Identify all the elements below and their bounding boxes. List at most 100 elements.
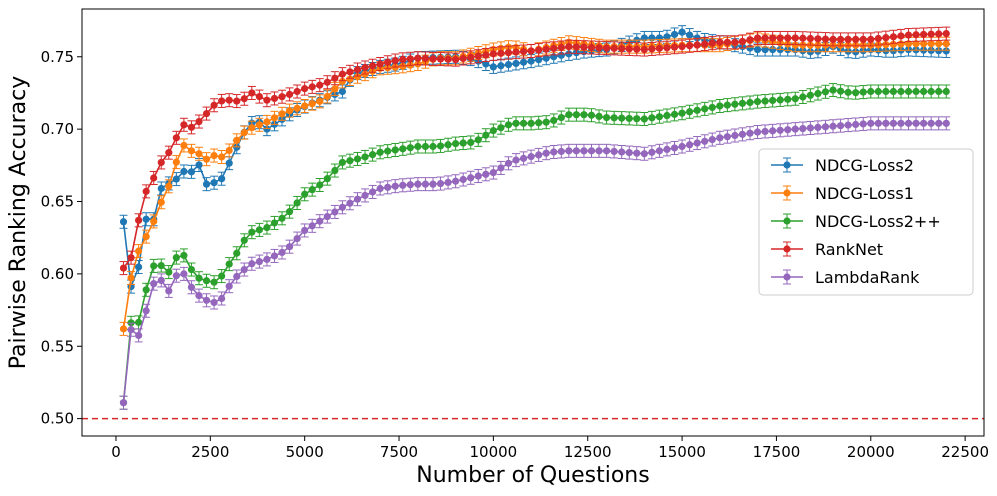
data-point <box>935 40 943 48</box>
data-point <box>738 99 747 107</box>
data-point <box>784 126 792 134</box>
data-point <box>474 52 482 60</box>
data-point <box>927 87 935 96</box>
data-point <box>218 153 226 161</box>
data-point <box>512 59 520 68</box>
data-point <box>331 74 339 82</box>
data-point <box>429 55 437 63</box>
data-point <box>708 135 716 144</box>
data-point <box>852 120 860 129</box>
data-point <box>218 272 226 280</box>
data-point <box>225 260 233 268</box>
x-tick-label: 15000 <box>658 443 706 461</box>
data-point <box>716 38 724 46</box>
data-point <box>904 119 913 127</box>
x-tick-label: 22500 <box>941 443 989 461</box>
data-point <box>535 46 543 54</box>
data-point <box>278 93 286 101</box>
data-point <box>746 98 754 107</box>
data-point <box>761 97 769 105</box>
data-point <box>859 35 867 43</box>
data-point <box>150 280 158 288</box>
data-point <box>625 114 633 123</box>
data-point <box>142 187 150 195</box>
data-point <box>723 101 731 109</box>
data-point <box>459 54 467 63</box>
data-point <box>640 150 648 158</box>
data-point <box>670 144 679 152</box>
data-point <box>278 110 286 118</box>
data-point <box>353 73 362 81</box>
data-point <box>119 325 128 333</box>
data-point <box>391 56 399 65</box>
data-point <box>625 45 633 53</box>
data-point <box>444 141 452 149</box>
data-point <box>663 111 671 120</box>
data-point <box>535 119 543 127</box>
data-point <box>791 125 799 133</box>
data-point <box>323 92 331 101</box>
data-point <box>180 141 188 150</box>
data-point <box>180 167 188 176</box>
data-point <box>482 131 490 139</box>
data-point <box>557 113 565 122</box>
data-point <box>248 260 256 268</box>
data-point <box>369 62 377 70</box>
data-point <box>504 60 513 69</box>
data-point <box>776 126 784 134</box>
data-point <box>157 184 165 193</box>
data-point <box>346 68 354 76</box>
data-point <box>769 96 777 105</box>
data-point <box>210 151 218 160</box>
data-point <box>678 109 686 117</box>
data-point <box>218 97 226 105</box>
x-tick-label: 2500 <box>191 443 229 461</box>
y-tick-label: 0.65 <box>41 193 74 211</box>
data-point <box>625 148 633 157</box>
data-point <box>784 95 792 103</box>
data-point <box>210 298 218 307</box>
data-point <box>610 44 618 52</box>
data-point <box>316 81 324 89</box>
data-point <box>369 188 377 196</box>
data-point <box>806 34 814 43</box>
data-point <box>504 159 513 167</box>
data-point <box>293 87 301 96</box>
data-point <box>263 255 271 264</box>
legend-marker <box>783 189 791 197</box>
y-axis-title: Pairwise Ranking Accuracy <box>6 76 31 369</box>
data-point <box>904 31 913 39</box>
data-point <box>814 35 822 43</box>
data-point <box>942 40 950 48</box>
data-point <box>497 62 505 70</box>
data-point <box>474 136 482 144</box>
data-point <box>180 251 188 260</box>
data-point <box>602 147 611 155</box>
data-point <box>233 272 241 281</box>
data-point <box>331 166 339 175</box>
data-point <box>836 87 845 95</box>
data-point <box>927 119 935 127</box>
data-point <box>278 214 286 222</box>
data-point <box>172 175 180 183</box>
data-point <box>920 87 928 96</box>
legend-label: NDCG-Loss2++ <box>815 212 941 231</box>
legend-frame <box>758 148 974 296</box>
data-point <box>421 142 430 151</box>
data-point <box>444 55 452 63</box>
data-point <box>519 119 528 127</box>
y-tick-label: 0.50 <box>41 410 74 428</box>
data-point <box>610 114 618 122</box>
data-point <box>240 265 248 274</box>
legend-marker <box>783 217 791 225</box>
data-point <box>225 159 233 167</box>
data-point <box>202 277 211 285</box>
data-point <box>542 54 550 62</box>
data-point <box>436 55 445 63</box>
data-point <box>497 49 505 57</box>
data-point <box>270 219 279 227</box>
data-point <box>142 233 150 241</box>
data-point <box>210 278 218 286</box>
series-lambdarank <box>119 116 951 410</box>
data-point <box>399 181 407 189</box>
